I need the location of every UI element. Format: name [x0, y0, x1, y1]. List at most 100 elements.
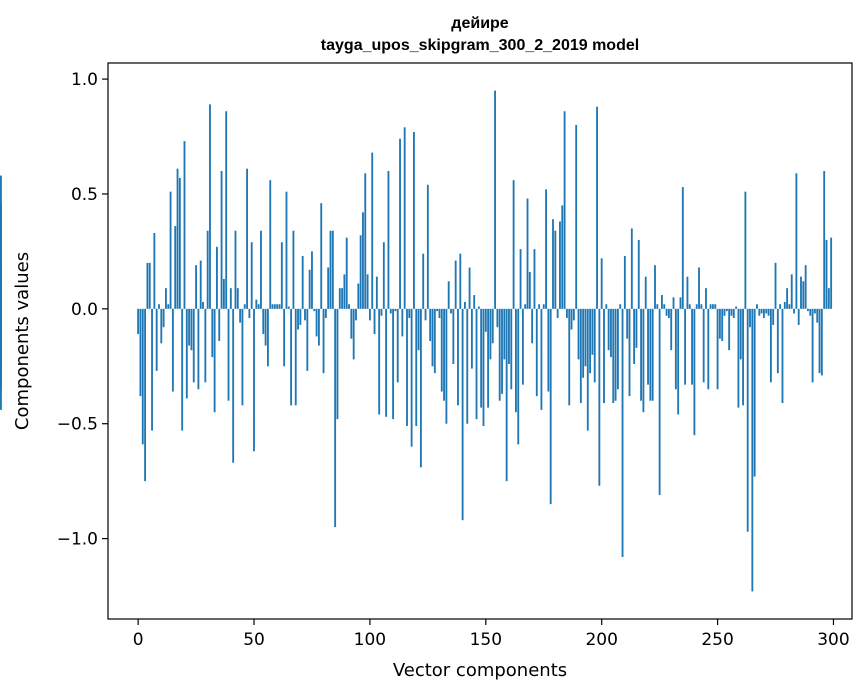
bar [716, 308, 719, 390]
bar [635, 308, 638, 348]
bar [192, 308, 195, 383]
bar [732, 308, 735, 319]
bar [603, 308, 605, 404]
bar [426, 184, 429, 309]
bar [190, 308, 193, 351]
bar [517, 308, 520, 445]
bar [382, 242, 385, 309]
bar [547, 308, 550, 392]
bar [371, 152, 374, 309]
bar [723, 308, 726, 316]
bar [795, 173, 798, 309]
bar [786, 288, 789, 309]
bar [480, 308, 483, 408]
bar [616, 308, 619, 390]
bar [452, 308, 455, 364]
bar [661, 295, 663, 309]
bar [276, 304, 279, 309]
x-tick-label: 200 [585, 630, 617, 650]
bar [146, 262, 149, 309]
bar [169, 191, 172, 309]
bar [577, 308, 580, 360]
bar [327, 267, 330, 309]
bar [515, 308, 517, 413]
bar [512, 180, 515, 309]
bar [633, 308, 636, 364]
bar [693, 308, 696, 436]
bar [153, 233, 156, 309]
bar [236, 288, 239, 309]
y-tick-label: −0.5 [57, 415, 98, 435]
bar [227, 308, 230, 401]
bar [823, 170, 826, 309]
bar [584, 308, 587, 367]
bar [292, 230, 295, 309]
bar [431, 308, 434, 367]
bar [505, 308, 508, 482]
bar [141, 308, 144, 445]
bar [181, 308, 184, 431]
bar [255, 299, 258, 309]
bar [447, 281, 450, 309]
bar [299, 308, 302, 325]
bar [568, 308, 571, 406]
bar [422, 253, 425, 309]
bar [165, 288, 167, 309]
bar [359, 235, 362, 309]
bar [178, 177, 181, 309]
bar [473, 295, 476, 309]
bar [387, 170, 390, 309]
x-tick-label: 250 [701, 630, 733, 650]
bar [695, 304, 698, 309]
bar [807, 308, 809, 312]
bar [378, 308, 381, 415]
bar [206, 230, 209, 309]
bar [811, 308, 814, 383]
bar [554, 230, 557, 309]
bar [640, 308, 643, 401]
bar [440, 308, 443, 392]
bar [350, 308, 353, 339]
bar [204, 308, 207, 383]
bar [368, 308, 371, 321]
bar [677, 308, 680, 415]
chart-subtitle: tayga_upos_skipgram_300_2_2019 model [321, 37, 639, 54]
bar [438, 308, 441, 319]
bar [586, 308, 589, 431]
bar [160, 308, 163, 344]
bar [538, 304, 541, 309]
bar [503, 308, 506, 360]
bar [746, 308, 749, 532]
bar [362, 212, 364, 309]
bar [797, 308, 800, 325]
bar [457, 308, 459, 406]
bar [519, 249, 522, 309]
bar [665, 308, 668, 316]
bar [443, 308, 445, 401]
bar [352, 308, 355, 360]
bar [816, 308, 819, 323]
y-tick-label: 0.0 [71, 300, 98, 320]
bar [698, 267, 700, 309]
bar [487, 308, 490, 408]
bar [322, 308, 325, 374]
bar [737, 308, 740, 408]
bar [273, 304, 276, 309]
bar [450, 308, 452, 314]
bar [651, 308, 654, 401]
bar [700, 304, 703, 309]
bar [176, 168, 179, 309]
bar [278, 304, 281, 309]
bar [267, 308, 269, 367]
bar [373, 308, 376, 335]
bar [649, 308, 652, 401]
bar [257, 304, 260, 309]
bar [501, 308, 503, 394]
bar [158, 304, 160, 309]
bar [663, 304, 666, 309]
x-tick-label: 0 [133, 630, 144, 650]
bar [545, 189, 547, 309]
bar [285, 191, 288, 309]
bar [579, 308, 582, 404]
bar [246, 168, 248, 309]
